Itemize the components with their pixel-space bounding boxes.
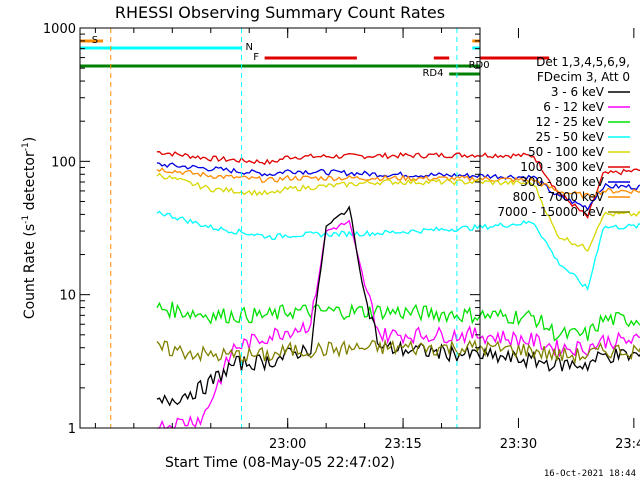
y-axis-label-sup2: -1	[21, 142, 31, 151]
legend-label: 7000 - 15000 keV	[497, 205, 604, 219]
flag-label: RD0	[469, 60, 490, 71]
legend-label: 50 - 100 keV	[528, 145, 605, 159]
series-line-1	[156, 162, 640, 212]
y-axis-label: Count Rate (s-1 detector-1)	[21, 137, 38, 319]
y-tick-label: 1000	[43, 22, 76, 37]
flag-label: S	[92, 35, 98, 46]
series-line-6	[156, 219, 640, 429]
flag-label: F	[253, 52, 259, 63]
y-axis-label-part1: Count Rate (s	[22, 224, 38, 319]
series-line-8	[156, 338, 640, 365]
flag-bars: S NF RD0 RD4	[80, 35, 550, 79]
series-line-3	[156, 172, 640, 253]
y-tick-label: 1	[68, 422, 76, 437]
series-line-2	[156, 167, 640, 199]
series-line-4	[156, 210, 640, 291]
series-line-0	[156, 151, 640, 220]
legend-label: 300 - 800 keV	[520, 175, 604, 189]
legend-label: 6 - 12 keV	[543, 100, 605, 114]
y-tick-label: 100	[51, 155, 76, 170]
x-tick-label: 23:30	[500, 437, 537, 452]
series-line-7	[156, 205, 640, 407]
timestamp: 16-Oct-2021 18:44	[544, 469, 636, 479]
x-tick-label: 23:45	[615, 437, 640, 452]
series-line-5	[156, 301, 640, 342]
flag-label: RD4	[422, 68, 443, 79]
y-axis: 1 10 100 1000	[43, 22, 480, 437]
legend-label: 25 - 50 keV	[536, 130, 605, 144]
legend-label: 3 - 6 keV	[551, 85, 605, 99]
x-tick-label: 23:15	[384, 437, 421, 452]
legend-label: 12 - 25 keV	[536, 115, 605, 129]
legend: Det 1,3,4,5,6,9,FDecim 3, Att 03 - 6 keV…	[497, 55, 630, 219]
legend-label: 100 - 300 keV	[520, 160, 604, 174]
x-axis-label: Start Time (08-May-05 22:47:02)	[165, 455, 395, 471]
flag-label: N	[246, 42, 253, 53]
y-axis-label-part3: )	[22, 137, 38, 142]
y-axis-label-sup1: -1	[21, 215, 31, 224]
x-tick-label: 23:00	[269, 437, 306, 452]
legend-header: FDecim 3, Att 0	[537, 70, 630, 84]
y-tick-label: 10	[59, 289, 76, 304]
series-lines	[156, 151, 640, 429]
legend-label: 800 - 7000 keV	[513, 190, 605, 204]
legend-header: Det 1,3,4,5,6,9,	[536, 55, 630, 69]
plot-frame	[79, 27, 481, 429]
chart-title: RHESSI Observing Summary Count Rates	[115, 3, 445, 22]
y-axis-label-part2: detector	[22, 151, 38, 215]
